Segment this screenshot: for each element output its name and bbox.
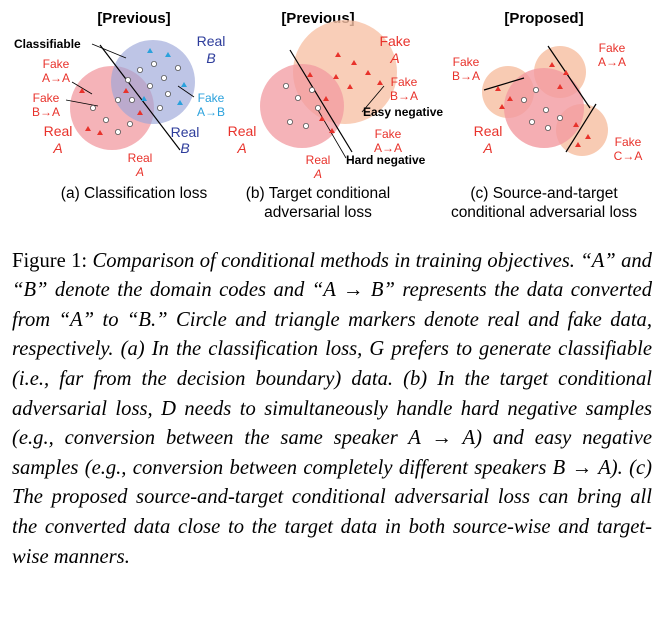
figure-diagram: [Previous] (14, 10, 642, 221)
decision-boundary (99, 44, 181, 151)
label-fake-a-top: Fake (379, 33, 410, 49)
panel-c: [Proposed] Fake B→A Fake A→A Real A Fake… (451, 10, 642, 221)
label-real-b-bottom-code: B (180, 140, 189, 156)
leader-fake-ba (65, 99, 99, 107)
label-fake-aa-c-code: A→A (598, 55, 626, 69)
label-easy-negative: Easy negative (363, 105, 443, 119)
figure-caption-label: Figure 1: (12, 249, 93, 272)
leader-fake-ab (177, 85, 195, 98)
fake-points-a-blue (141, 48, 187, 105)
real-a-cluster-b (260, 64, 344, 148)
fake-points-c (495, 62, 591, 147)
label-fake-ba-b-code: B→A (390, 89, 418, 103)
label-real-a-left: Real (44, 123, 73, 139)
label-real-a-left-code: A (52, 140, 62, 156)
label-fake-aa-b-code: A→A (374, 141, 402, 155)
panel-b: [Previous] Fake A Fake B→A Easy negative… (228, 10, 444, 221)
label-fake-ca-c: Fake (615, 135, 642, 149)
label-real-a-left-b-code: A (236, 140, 246, 156)
panel-a-header: [Previous] (97, 10, 170, 27)
boundary-ca (565, 103, 597, 153)
leader-easy-negative (361, 85, 385, 113)
label-fake-ba-c: Fake (453, 55, 480, 69)
label-fake-ba: Fake (33, 91, 60, 105)
label-real-a-c-code: A (482, 140, 492, 156)
fake-points-a-red (79, 88, 143, 135)
label-fake-aa-b: Fake (375, 127, 402, 141)
boundary-aa (547, 45, 591, 109)
discriminator-boundary (289, 49, 353, 153)
label-real-a-bottom-b: Real (306, 153, 331, 167)
label-real-a-bottom-b-code: A (313, 167, 322, 181)
label-fake-ab-code: A→B (197, 105, 225, 119)
real-points-a (90, 61, 181, 135)
panel-c-header: [Proposed] (504, 10, 583, 27)
panel-a: [Previous] (14, 10, 225, 202)
label-real-b-top: Real (197, 33, 226, 49)
fake-points-b (307, 52, 383, 133)
label-fake-aa-c: Fake (599, 41, 626, 55)
label-real-a-c: Real (474, 123, 503, 139)
real-b-cluster (111, 40, 195, 124)
label-fake-ab: Fake (198, 91, 225, 105)
panel-b-caption-line1: (b) Target conditional (246, 185, 390, 202)
label-fake-ca-c-code: C→A (614, 149, 643, 163)
panel-b-caption-line2: adversarial loss (264, 204, 372, 221)
figure-caption-body: Comparison of conditional methods in tra… (12, 249, 652, 568)
label-fake-aa-code: A→A (42, 71, 70, 85)
label-real-a-bottom-code: A (135, 165, 144, 179)
boundary-ba (483, 77, 525, 91)
panel-c-caption-line2: conditional adversarial loss (451, 204, 637, 221)
real-points-b (282, 83, 321, 130)
label-real-a-left-b: Real (228, 123, 257, 139)
real-points-c (521, 87, 564, 132)
panel-a-caption: (a) Classification loss (61, 185, 208, 202)
figure-caption: Figure 1: Comparison of conditional meth… (12, 247, 652, 573)
label-real-b-top-code: B (206, 50, 215, 66)
label-fake-aa: Fake (43, 57, 70, 71)
label-fake-ba-code: B→A (32, 105, 60, 119)
label-hard-negative: Hard negative (346, 153, 426, 167)
label-fake-ba-c-code: B→A (452, 69, 480, 83)
panel-c-caption-line1: (c) Source-and-target (470, 185, 618, 202)
label-fake-a-top-code: A (389, 50, 399, 66)
label-real-b-bottom: Real (171, 124, 200, 140)
label-classifiable: Classifiable (14, 37, 81, 51)
leader-classifiable (91, 43, 127, 59)
label-real-a-bottom: Real (128, 151, 153, 165)
label-fake-ba-b: Fake (391, 75, 418, 89)
